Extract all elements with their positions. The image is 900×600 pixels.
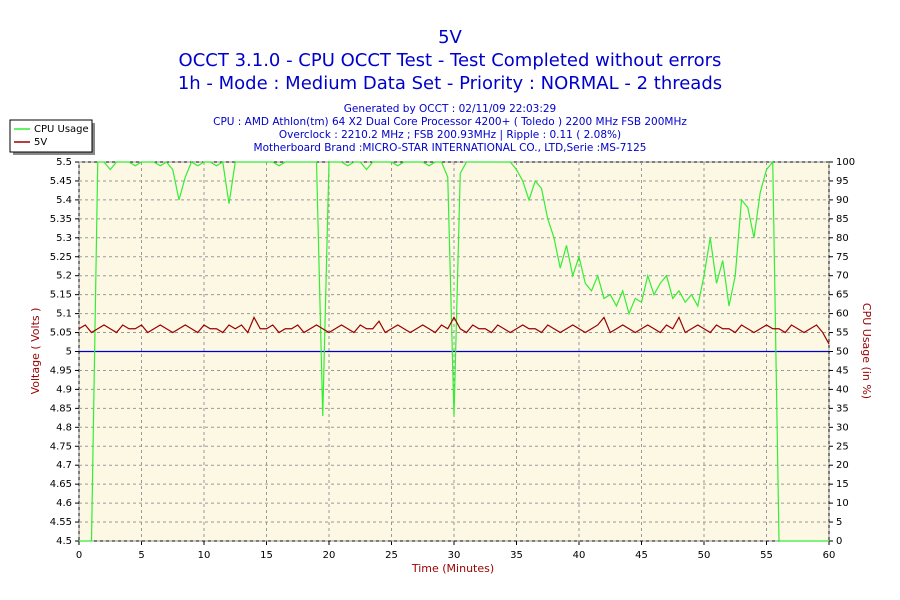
- y-tick-label: 5.4: [56, 195, 72, 206]
- x-axis-label: Time (Minutes): [411, 562, 494, 575]
- y-axis-label: Voltage ( Volts ): [29, 308, 42, 395]
- y2-tick-label: 75: [836, 252, 849, 263]
- y2-tick-label: 35: [836, 403, 849, 414]
- y-tick-label: 5.5: [56, 157, 72, 168]
- legend-label: CPU Usage: [34, 124, 89, 135]
- y-tick-label: 5: [66, 347, 72, 358]
- y2-tick-label: 95: [836, 176, 849, 187]
- y2-tick-label: 80: [836, 233, 849, 244]
- data-line: [79, 160, 829, 542]
- y-tick-label: 4.8: [56, 422, 72, 433]
- data-line: [78, 316, 830, 345]
- x-tick-label: 40: [573, 550, 586, 561]
- chart-title: 1h - Mode : Medium Data Set - Priority :…: [178, 73, 722, 94]
- y2-tick-label: 60: [836, 309, 849, 320]
- y-tick-label: 4.7: [56, 460, 72, 471]
- y-tick-label: 5.3: [56, 233, 72, 244]
- y2-tick-label: 50: [836, 347, 849, 358]
- x-tick-label: 25: [385, 550, 398, 561]
- x-tick-label: 20: [323, 550, 336, 561]
- chart-title: 5V: [438, 27, 462, 48]
- subtitle: Overclock : 2210.2 MHz ; FSB 200.93MHz |…: [279, 129, 621, 141]
- y-tick-label: 4.85: [50, 403, 72, 414]
- x-tick-label: 60: [823, 550, 836, 561]
- y-tick-label: 4.55: [50, 517, 72, 528]
- y-tick-label: 5.1: [56, 309, 72, 320]
- subtitle: CPU : AMD Athlon(tm) 64 X2 Dual Core Pro…: [213, 116, 687, 128]
- x-tick-label: 55: [760, 550, 773, 561]
- x-tick-label: 5: [138, 550, 144, 561]
- x-tick-label: 30: [448, 550, 461, 561]
- y2-tick-label: 65: [836, 290, 849, 301]
- y2-tick-label: 90: [836, 195, 849, 206]
- y2-tick-label: 70: [836, 271, 849, 282]
- y-tick-label: 4.9: [56, 384, 72, 395]
- x-tick-label: 10: [198, 550, 211, 561]
- y-tick-label: 4.5: [56, 536, 72, 547]
- y2-axis-label: CPU Usage (in %): [860, 303, 873, 399]
- y-tick-label: 4.65: [50, 479, 72, 490]
- y-tick-label: 4.6: [56, 498, 72, 509]
- y-tick-label: 5.45: [50, 176, 72, 187]
- x-tick-label: 35: [510, 550, 523, 561]
- y2-tick-label: 0: [836, 536, 842, 547]
- y-tick-label: 5.25: [50, 252, 72, 263]
- y2-tick-label: 10: [836, 498, 849, 509]
- y-tick-label: 5.2: [56, 271, 72, 282]
- y-tick-label: 5.15: [50, 290, 72, 301]
- x-tick-label: 0: [76, 550, 82, 561]
- y-tick-label: 5.05: [50, 328, 72, 339]
- y2-tick-label: 30: [836, 422, 849, 433]
- y2-tick-label: 100: [836, 157, 855, 168]
- x-tick-label: 15: [260, 550, 273, 561]
- y2-tick-label: 85: [836, 214, 849, 225]
- subtitle: Generated by OCCT : 02/11/09 22:03:29: [344, 103, 556, 115]
- legend-label: 5V: [34, 137, 47, 148]
- subtitle: Motherboard Brand :MICRO-STAR INTERNATIO…: [254, 142, 647, 154]
- x-tick-label: 45: [635, 550, 648, 561]
- y-tick-label: 4.95: [50, 365, 72, 376]
- y2-tick-label: 40: [836, 384, 849, 395]
- y2-tick-label: 15: [836, 479, 849, 490]
- y-tick-label: 4.75: [50, 441, 72, 452]
- y2-tick-label: 5: [836, 517, 842, 528]
- x-tick-label: 50: [698, 550, 711, 561]
- chart-title: OCCT 3.1.0 - CPU OCCT Test - Test Comple…: [179, 50, 722, 71]
- y-tick-label: 5.35: [50, 214, 72, 225]
- y2-tick-label: 25: [836, 441, 849, 452]
- y2-tick-label: 20: [836, 460, 849, 471]
- y2-tick-label: 55: [836, 328, 849, 339]
- legend: [9, 119, 93, 153]
- y2-tick-label: 45: [836, 365, 849, 376]
